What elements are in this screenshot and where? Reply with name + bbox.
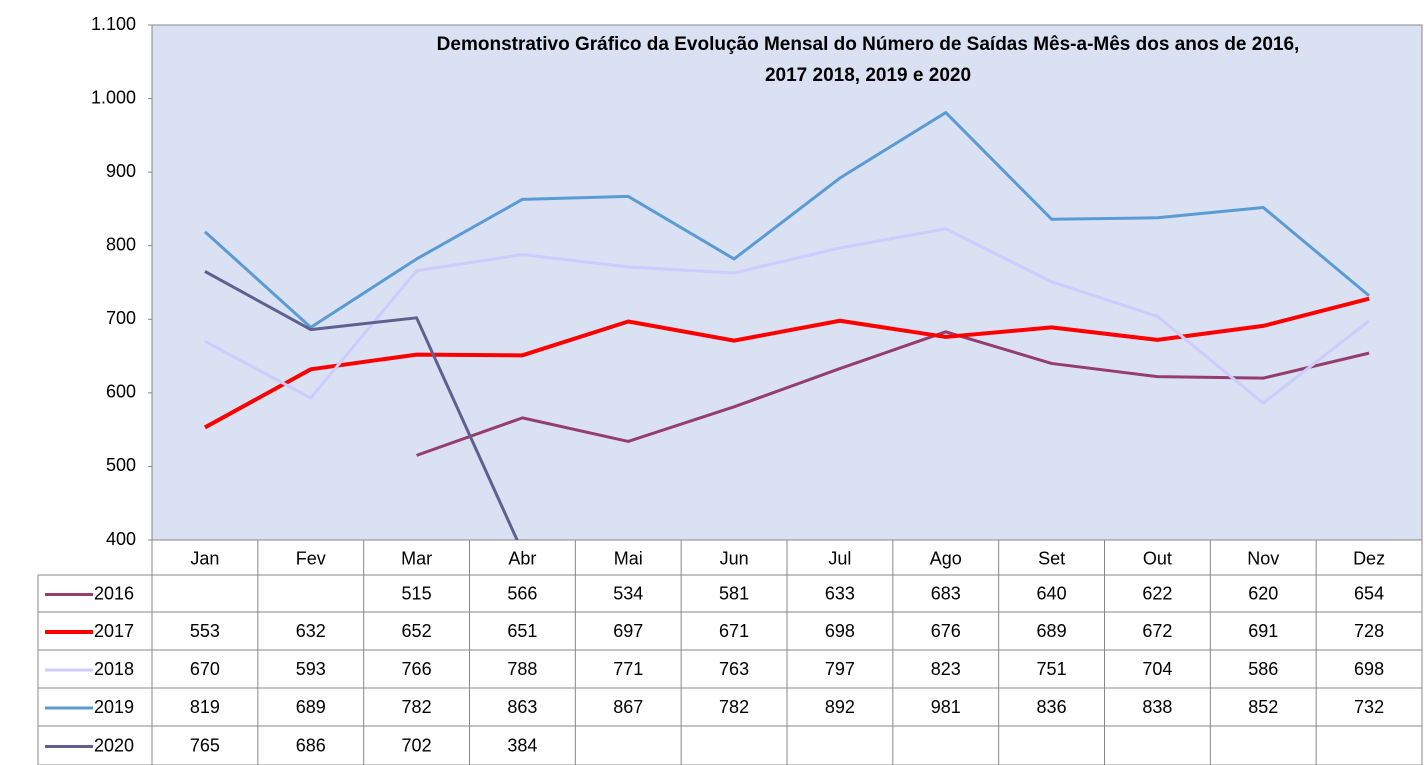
table-value: 534 bbox=[613, 583, 643, 603]
legend-label: 2018 bbox=[94, 659, 134, 679]
table-value: 586 bbox=[1248, 659, 1278, 679]
x-tick-label: Mar bbox=[401, 548, 432, 568]
table-value: 819 bbox=[190, 697, 220, 717]
chart-title: Demonstrativo Gráfico da Evolução Mensal… bbox=[437, 34, 1300, 55]
table-value: 654 bbox=[1354, 583, 1384, 603]
table-value: 670 bbox=[190, 659, 220, 679]
table-value: 981 bbox=[931, 697, 961, 717]
legend-label: 2020 bbox=[94, 735, 134, 755]
x-tick-label: Jun bbox=[720, 548, 749, 568]
series-line bbox=[204, 227, 1371, 405]
table-value: 689 bbox=[1037, 621, 1067, 641]
x-tick-label: Nov bbox=[1247, 548, 1279, 568]
table-value: 632 bbox=[296, 621, 326, 641]
y-tick-label: 1.000 bbox=[91, 87, 136, 107]
legend-label: 2017 bbox=[94, 621, 134, 641]
table-value: 797 bbox=[825, 659, 855, 679]
table-value: 566 bbox=[507, 583, 537, 603]
y-tick-label: 900 bbox=[106, 161, 136, 181]
table-value: 766 bbox=[402, 659, 432, 679]
table-value: 892 bbox=[825, 697, 855, 717]
series-line bbox=[203, 296, 1370, 430]
x-tick-label: Ago bbox=[930, 548, 962, 568]
table-value: 782 bbox=[402, 697, 432, 717]
table-value: 697 bbox=[613, 621, 643, 641]
legend-label: 2016 bbox=[94, 583, 134, 603]
y-tick-label: 700 bbox=[106, 308, 136, 328]
table-value: 553 bbox=[190, 621, 220, 641]
table-value: 686 bbox=[296, 735, 326, 755]
table-value: 671 bbox=[719, 621, 749, 641]
table-value: 633 bbox=[825, 583, 855, 603]
y-tick-label: 500 bbox=[106, 455, 136, 475]
legend-label: 2019 bbox=[94, 697, 134, 717]
x-tick-label: Set bbox=[1038, 548, 1065, 568]
series-line bbox=[204, 270, 519, 540]
table-value: 698 bbox=[1354, 659, 1384, 679]
series-line bbox=[416, 330, 1370, 457]
table-value: 384 bbox=[507, 735, 537, 755]
table-value: 622 bbox=[1142, 583, 1172, 603]
table-value: 698 bbox=[825, 621, 855, 641]
table-value: 852 bbox=[1248, 697, 1278, 717]
table-value: 581 bbox=[719, 583, 749, 603]
x-tick-label: Dez bbox=[1353, 548, 1385, 568]
lines bbox=[203, 111, 1371, 540]
table-value: 867 bbox=[613, 697, 643, 717]
table-value: 863 bbox=[507, 697, 537, 717]
y-tick-label: 600 bbox=[106, 382, 136, 402]
table-value: 676 bbox=[931, 621, 961, 641]
x-tick-label: Out bbox=[1143, 548, 1172, 568]
table-value: 672 bbox=[1142, 621, 1172, 641]
y-tick-label: 400 bbox=[106, 529, 136, 549]
table-value: 704 bbox=[1142, 659, 1172, 679]
table-value: 702 bbox=[402, 735, 432, 755]
table-value: 652 bbox=[402, 621, 432, 641]
y-tick-label: 1.100 bbox=[91, 14, 136, 34]
x-tick-label: Jul bbox=[828, 548, 851, 568]
x-tick-label: Jan bbox=[190, 548, 219, 568]
table-value: 515 bbox=[402, 583, 432, 603]
table-value: 593 bbox=[296, 659, 326, 679]
table-value: 691 bbox=[1248, 621, 1278, 641]
table-value: 836 bbox=[1037, 697, 1067, 717]
table-value: 782 bbox=[719, 697, 749, 717]
y-tick-label: 800 bbox=[106, 234, 136, 254]
table-value: 763 bbox=[719, 659, 749, 679]
table-value: 732 bbox=[1354, 697, 1384, 717]
table-value: 620 bbox=[1248, 583, 1278, 603]
x-tick-label: Abr bbox=[508, 548, 536, 568]
table-value: 751 bbox=[1037, 659, 1067, 679]
table-value: 788 bbox=[507, 659, 537, 679]
table-value: 728 bbox=[1354, 621, 1384, 641]
table-value: 683 bbox=[931, 583, 961, 603]
table-value: 838 bbox=[1142, 697, 1172, 717]
plot-area bbox=[151, 24, 1423, 541]
chart-title: 2017 2018, 2019 e 2020 bbox=[765, 65, 971, 86]
table-value: 651 bbox=[507, 621, 537, 641]
x-tick-label: Fev bbox=[296, 548, 326, 568]
table-value: 640 bbox=[1037, 583, 1067, 603]
table-value: 771 bbox=[613, 659, 643, 679]
series-line bbox=[203, 111, 1371, 329]
table-value: 823 bbox=[931, 659, 961, 679]
x-tick-label: Mai bbox=[614, 548, 643, 568]
table-value: 689 bbox=[296, 697, 326, 717]
table-value: 765 bbox=[190, 735, 220, 755]
